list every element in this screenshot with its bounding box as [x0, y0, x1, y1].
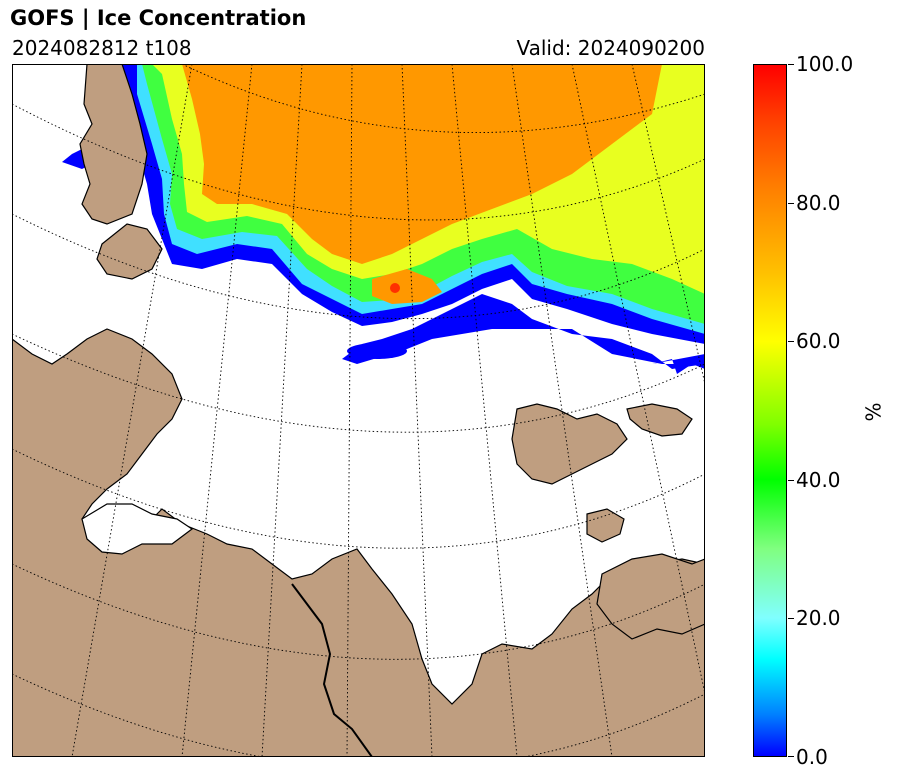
colorbar-tick-label: 100.0	[796, 52, 854, 76]
colorbar-tick-label: 40.0	[796, 468, 841, 492]
ice-orange	[182, 64, 662, 264]
ice-floe-blue	[347, 343, 407, 359]
river-line	[291, 583, 373, 757]
colorbar-tick	[788, 64, 794, 65]
novaya-zemlya-north	[511, 403, 628, 485]
ice-red-spot	[390, 283, 400, 293]
graticule	[12, 64, 705, 757]
sea-ice-field	[62, 64, 705, 374]
vaygach-island	[586, 508, 625, 543]
run-label: 2024082812 t108	[12, 36, 192, 60]
ice-orange-patch	[372, 269, 442, 304]
colorbar-unit-label: %	[861, 402, 886, 422]
colorbar-tick	[788, 341, 794, 342]
colorbar-tick	[788, 618, 794, 619]
colorbar-tick	[788, 756, 794, 757]
svalbard-island	[79, 64, 148, 225]
colorbar-tick-label: 80.0	[796, 191, 841, 215]
ice-edge-east-blue	[652, 354, 705, 374]
scandinavia-mainland	[12, 274, 705, 757]
colorbar	[753, 64, 787, 757]
colorbar-tick	[788, 480, 794, 481]
map-title: GOFS | Ice Concentration	[10, 6, 307, 30]
valid-time-label: Valid: 2024090200	[516, 36, 705, 60]
colorbar-tick-label: 20.0	[796, 606, 841, 630]
colorbar-tick-label: 0.0	[796, 745, 828, 769]
novaya-zemlya-islet	[626, 403, 693, 437]
island-west	[96, 223, 163, 280]
yamal-coast	[596, 553, 705, 640]
colorbar-tick	[788, 203, 794, 204]
ice-concentration-map	[12, 64, 705, 757]
colorbar-tick-label: 60.0	[796, 329, 841, 353]
